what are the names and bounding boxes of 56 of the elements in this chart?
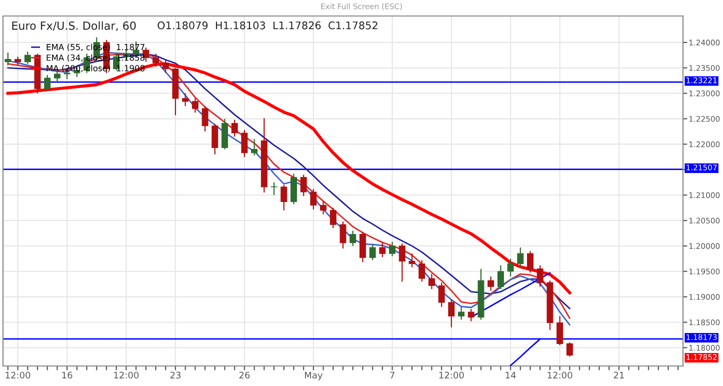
candlestick <box>142 46 150 62</box>
candlestick <box>468 308 474 322</box>
candlestick <box>24 51 31 64</box>
candlestick <box>418 260 426 282</box>
candlestick <box>389 241 396 257</box>
candlestick <box>212 123 218 155</box>
candlestick <box>182 92 189 107</box>
candlestick <box>359 231 366 263</box>
chart-title: Euro Fx/U.S. Dollar, 60 <box>12 21 136 31</box>
candlestick <box>458 306 464 320</box>
candlestick <box>14 56 22 66</box>
x-tick-label: 12:00 <box>548 372 572 379</box>
candlestick <box>54 70 60 83</box>
candlestick <box>428 273 435 290</box>
candlestick <box>44 74 51 92</box>
candlestick <box>270 182 278 196</box>
candlestick <box>310 188 317 210</box>
x-tick-label: 12:00 <box>6 372 30 379</box>
candlestick <box>369 244 376 261</box>
candlestick <box>192 98 198 114</box>
chart-subtitle: O1.18079 H1.18103 L1.17826 C1.17852 <box>158 21 378 30</box>
x-tick-label: 26 <box>239 372 250 379</box>
candlestick <box>527 250 534 273</box>
candlestick <box>497 264 504 290</box>
candlestick <box>152 53 159 68</box>
candlestick <box>536 264 544 288</box>
candlestick <box>438 282 445 308</box>
candlestick <box>488 276 494 292</box>
candlestick <box>448 298 455 328</box>
candlestick <box>556 316 564 346</box>
candlestick <box>4 52 12 66</box>
candlestick <box>566 342 573 358</box>
x-tick-label: 14 <box>506 372 516 378</box>
x-tick-label: May <box>304 372 322 380</box>
candlestick <box>241 129 248 158</box>
candlestick <box>280 184 288 211</box>
candlestick <box>350 230 356 246</box>
candlestick <box>320 200 327 215</box>
candlestick <box>202 105 208 132</box>
candlestick <box>162 60 169 74</box>
x-tick-label: 16 <box>62 372 72 379</box>
candlestick <box>340 220 346 250</box>
candlestick <box>408 253 416 268</box>
candlestick <box>398 242 406 282</box>
x-tick-label: 12:00 <box>439 372 464 379</box>
candlestick <box>231 119 238 138</box>
x-tick-label: 7 <box>390 372 394 378</box>
candlestick <box>300 174 307 197</box>
candlestick <box>507 258 514 278</box>
x-tick-label: 12:00 <box>114 372 139 379</box>
x-tick-label: 23 <box>170 372 180 379</box>
candlestick <box>517 246 524 268</box>
x-tick-label: 21 <box>614 372 624 378</box>
candlestick <box>251 138 258 156</box>
candlestick <box>379 241 386 258</box>
candlestick <box>330 207 336 229</box>
